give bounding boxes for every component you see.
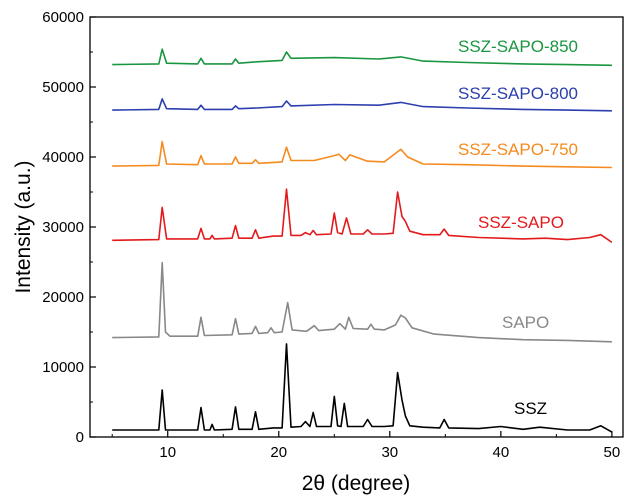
series-line-sapo xyxy=(112,261,612,343)
series-label-sapo: SAPO xyxy=(502,313,549,332)
y-tick-label: 20000 xyxy=(42,289,84,306)
y-axis-title: Intensity (a.u.) xyxy=(12,160,35,293)
x-tick-label: 50 xyxy=(604,444,621,461)
y-tick-label: 30000 xyxy=(42,219,84,236)
x-tick-label: 10 xyxy=(159,444,176,461)
series-label-ssz-sapo-850: SSZ-SAPO-850 xyxy=(458,37,578,56)
series-label-ssz-sapo-800: SSZ-SAPO-800 xyxy=(458,84,578,103)
series-label-ssz-sapo: SSZ-SAPO xyxy=(478,213,564,232)
y-tick-label: 50000 xyxy=(42,79,84,96)
series-label-ssz: SSZ xyxy=(514,399,547,418)
x-tick-label: 40 xyxy=(493,444,510,461)
series-line-ssz-sapo-800 xyxy=(112,98,612,112)
series-layer xyxy=(112,48,613,433)
series-line-ssz xyxy=(112,343,613,433)
y-tick-label: 10000 xyxy=(42,359,84,376)
x-axis: 10 20 30 40 50 xyxy=(111,431,621,461)
series-line-ssz-sapo-750 xyxy=(112,140,612,169)
series-label-ssz-sapo-750: SSZ-SAPO-750 xyxy=(458,140,578,159)
y-tick-label: 40000 xyxy=(42,149,84,166)
series-line-ssz-sapo xyxy=(112,188,613,244)
x-axis-title: 2θ (degree) xyxy=(302,472,411,495)
plot-area xyxy=(89,16,624,438)
x-tick-label: 30 xyxy=(381,444,398,461)
y-tick-label: 0 xyxy=(76,429,84,446)
x-tick-label: 20 xyxy=(270,444,287,461)
series-labels: SSZ-SAPO-850 SSZ-SAPO-800 SSZ-SAPO-750 S… xyxy=(458,37,578,418)
y-axis: 0 10000 20000 30000 40000 50000 60000 xyxy=(42,9,96,446)
y-tick-label: 60000 xyxy=(42,9,84,26)
series-line-ssz-sapo-850 xyxy=(112,48,612,67)
